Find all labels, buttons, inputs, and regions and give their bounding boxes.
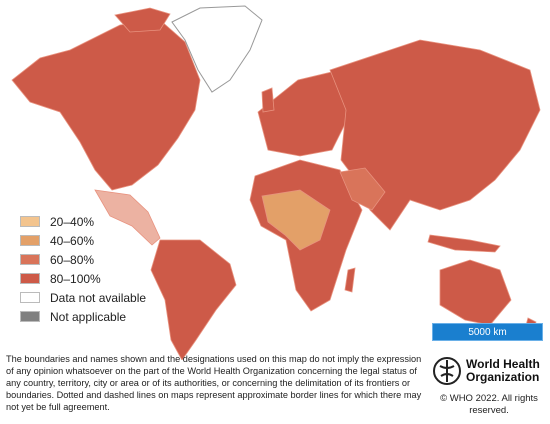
arabia xyxy=(339,167,386,211)
legend-swatch xyxy=(20,311,40,322)
copyright: © WHO 2022. All rights reserved. xyxy=(440,393,538,416)
legend-item: Data not available xyxy=(20,288,146,307)
logo-line: World Health xyxy=(466,357,540,371)
legend-item: 60–80% xyxy=(20,250,146,269)
legend-label: 40–60% xyxy=(50,233,95,248)
north-america xyxy=(11,19,201,191)
legend-swatch xyxy=(20,292,40,303)
legend-item: 20–40% xyxy=(20,212,146,231)
south-america xyxy=(150,239,237,360)
central-america xyxy=(94,189,161,246)
legend-swatch xyxy=(20,235,40,246)
legend-item: 80–100% xyxy=(20,269,146,288)
legend-label: 60–80% xyxy=(50,252,95,267)
legend-item: 40–60% xyxy=(20,231,146,250)
indonesia xyxy=(427,234,501,253)
scale-bar: 5000 km xyxy=(432,323,543,341)
australia xyxy=(439,259,512,326)
legend-label: Data not available xyxy=(50,290,147,305)
legend-label: 20–40% xyxy=(50,214,95,229)
europe xyxy=(257,69,353,157)
disclaimer: The boundaries and names shown and the d… xyxy=(6,354,422,412)
greenland xyxy=(171,5,263,93)
legend-swatch xyxy=(20,216,40,227)
legend-swatch xyxy=(20,254,40,265)
uk xyxy=(261,87,275,113)
legend: 20–40% 40–60% 60–80% 80–100% Data not availa… xyxy=(20,212,146,326)
landmasses xyxy=(11,5,541,360)
logo-line: Organization xyxy=(466,370,540,384)
who-logo: World Health Organization xyxy=(432,356,540,386)
madagascar xyxy=(344,267,356,293)
world-map xyxy=(11,5,541,360)
asia xyxy=(329,39,541,231)
arctic-islands xyxy=(114,7,171,33)
africa-central xyxy=(261,189,331,251)
legend-label: 80–100% xyxy=(50,271,101,286)
legend-swatch xyxy=(20,273,40,284)
legend-label: Not applicable xyxy=(50,309,127,324)
logo-text: World Health Organization xyxy=(466,358,540,384)
who-emblem xyxy=(433,357,461,385)
legend-item: Not applicable xyxy=(20,307,146,326)
